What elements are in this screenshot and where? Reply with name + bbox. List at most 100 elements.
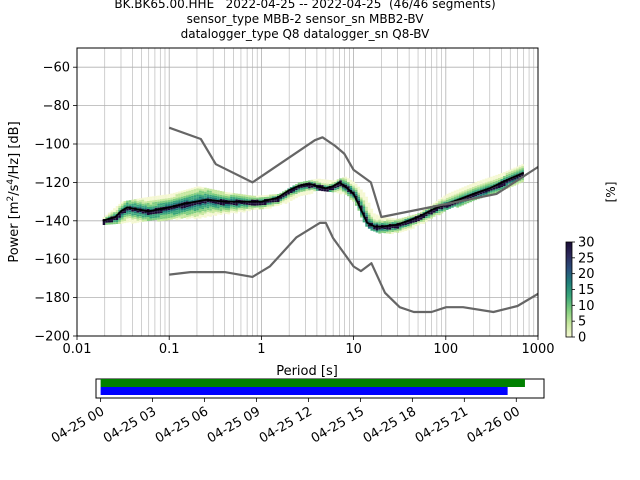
density-cell [183, 196, 186, 198]
density-cell [393, 230, 397, 233]
density-cell [245, 208, 249, 211]
density-cell [464, 192, 467, 195]
density-cell [126, 204, 129, 207]
density-cell [516, 170, 519, 173]
density-cell [110, 212, 114, 215]
density-cell [500, 177, 504, 180]
density-cell [149, 200, 153, 203]
density-cell [188, 214, 192, 217]
chart-title-line-3: datalogger_type Q8 datalogger_sn Q8-BV [180, 27, 430, 41]
density-cell [219, 199, 223, 201]
density-cell [503, 186, 506, 188]
density-cell [157, 201, 160, 204]
density-cell [508, 169, 511, 172]
density-cell [222, 203, 225, 206]
density-cell [243, 204, 246, 207]
density-cell [269, 206, 272, 209]
density-cell [133, 209, 137, 212]
density-cell [344, 178, 348, 181]
density-cell [339, 180, 342, 183]
density-cell [237, 193, 241, 196]
density-cell [284, 199, 288, 202]
density-cell [188, 188, 192, 191]
density-cell [300, 191, 303, 194]
density-cell [367, 210, 371, 213]
density-cell [305, 188, 309, 191]
density-cell [180, 192, 184, 195]
density-cell [170, 195, 173, 198]
density-cell [204, 215, 207, 218]
density-cell [518, 179, 522, 182]
density-cell [373, 213, 376, 216]
time-tick-label: 04-25 09 [205, 404, 263, 446]
density-cell [323, 185, 327, 188]
density-cell [191, 191, 194, 194]
density-cell [266, 196, 270, 199]
density-cell [482, 181, 485, 184]
density-cell [375, 220, 379, 223]
density-cell [469, 186, 472, 189]
density-cell [513, 169, 517, 172]
density-cell [513, 183, 517, 186]
density-cell [417, 221, 420, 224]
density-cell [107, 222, 111, 225]
density-cell [180, 200, 184, 203]
density-cell [412, 222, 415, 225]
density-cell [276, 204, 280, 206]
density-cell [167, 198, 171, 201]
density-cell [157, 215, 160, 218]
density-cell [232, 193, 236, 196]
density-cell [269, 204, 272, 207]
density-cell [214, 197, 218, 200]
density-cell [219, 191, 223, 193]
density-cell [180, 214, 184, 217]
density-cell [204, 189, 207, 192]
density-cell [508, 173, 511, 176]
density-cell [458, 190, 462, 193]
density-cell [503, 174, 506, 176]
density-cell [419, 219, 423, 222]
density-cell [227, 196, 231, 199]
density-cell [191, 203, 194, 206]
density-cell [326, 179, 329, 182]
density-cell [401, 229, 405, 232]
x-axis: 0.01 0.1 1 10 100 1000 [63, 336, 555, 357]
density-cell [328, 182, 332, 184]
density-cell [263, 195, 267, 197]
density-cell [146, 205, 150, 207]
density-cell [282, 197, 285, 200]
density-cell [211, 211, 215, 214]
density-cell [297, 188, 301, 191]
density-cell [250, 199, 254, 202]
density-cell [105, 216, 108, 219]
density-cell [162, 196, 166, 199]
density-cell [287, 196, 290, 199]
density-cell [427, 208, 431, 211]
density-cell [490, 176, 493, 179]
density-cell [141, 199, 145, 202]
density-cell [118, 203, 121, 206]
density-cell [214, 195, 218, 198]
density-cell [198, 208, 202, 211]
density-cell [469, 188, 472, 191]
density-cell [196, 192, 199, 195]
density-cell [435, 203, 439, 205]
density-cell [445, 193, 449, 196]
density-cell [159, 215, 163, 218]
density-cell [149, 212, 153, 215]
density-cell [191, 193, 194, 196]
density-cell [211, 193, 215, 196]
density-cell [451, 199, 454, 202]
density-cell [183, 194, 186, 196]
density-cell [198, 214, 202, 217]
density-cell [352, 189, 355, 192]
density-cell [245, 204, 249, 207]
density-cell [521, 174, 524, 177]
density-cell [367, 208, 371, 211]
density-cell [170, 209, 173, 212]
density-cell [198, 188, 202, 191]
density-cell [500, 187, 504, 190]
density-cell [495, 186, 498, 189]
density-cell [159, 195, 163, 198]
density-cell [266, 202, 270, 205]
